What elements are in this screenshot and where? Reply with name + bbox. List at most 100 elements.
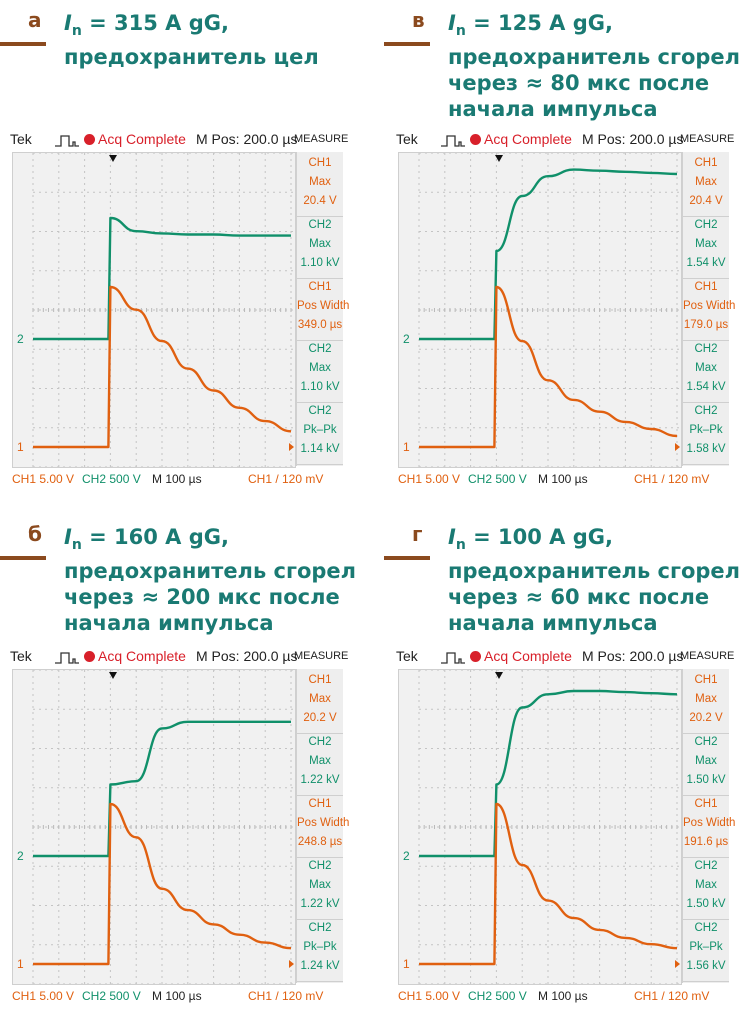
measure-panel: CH1 Max 20.2 V CH2 Max 1.22 kV CH1 Pos W…: [296, 669, 349, 983]
trigger-arrow-icon: [109, 155, 117, 162]
measurement-value: 20.2 V: [303, 712, 337, 724]
caption-line: предохранитель цел: [64, 45, 319, 69]
pulse-icon: [440, 132, 466, 147]
caption-line: через ≈ 60 мкс после: [448, 585, 710, 609]
measurement-block: CH2 Max 1.22 kV: [297, 857, 343, 920]
measurement-name: Max: [309, 879, 331, 891]
ch1-marker: 1: [403, 440, 410, 454]
measurement-channel: CH2: [694, 922, 718, 934]
measurement-name: Pos Width: [683, 817, 736, 829]
ch2-marker: 2: [17, 332, 24, 346]
brand-label: Tek: [10, 648, 32, 664]
measurement-channel: CH1: [308, 281, 332, 293]
scope-footer: CH1 5.00 V CH2 500 V M 100 µs CH1 / 120 …: [4, 468, 342, 490]
ch2-marker: 2: [403, 332, 410, 346]
ch1-marker: 1: [403, 957, 410, 971]
series-ch1-line: [418, 285, 678, 449]
time-scale: M 100 µs: [538, 472, 588, 486]
measurement-block: CH2 Max 1.22 kV: [297, 733, 343, 796]
trigger-arrow-icon: [109, 672, 117, 679]
measurement-block: CH1 Pos Width 349.0 µs: [297, 278, 350, 341]
measurement-value: 349.0 µs: [297, 319, 343, 331]
measurement-block: CH2 Pk–Pk 1.14 kV: [297, 402, 343, 465]
measurement-name: Pos Width: [297, 300, 350, 312]
measurement-value: 1.24 kV: [300, 960, 340, 972]
caption-line-1: In = 100 A gG,: [448, 525, 613, 553]
measurement-channel: CH2: [308, 343, 332, 355]
measurement-block: CH1 Max 20.4 V: [297, 154, 343, 217]
caption-v: в In = 125 A gG, предохранитель сгорел ч…: [384, 8, 740, 138]
measure-title: MEASURE: [680, 133, 735, 145]
waveform-svg: 12: [17, 153, 295, 467]
measure-panel: CH1 Max 20.2 V CH2 Max 1.50 kV CH1 Pos W…: [682, 669, 736, 983]
pulse-icon: [54, 649, 80, 664]
ch1-scale: CH1 5.00 V: [398, 472, 461, 486]
caption-bar: [384, 42, 430, 46]
measurement-name: Pk–Pk: [689, 424, 723, 436]
measurement-value: 179.0 µs: [683, 319, 729, 331]
measurement-name: Max: [309, 755, 331, 767]
acq-status: Acq Complete: [98, 131, 186, 147]
measurement-value: 1.14 kV: [300, 443, 340, 455]
measure-panel: CH1 Max 20.4 V CH2 Max 1.10 kV CH1 Pos W…: [296, 152, 350, 466]
ch2-scale: CH2 500 V: [82, 989, 141, 1003]
ch1-marker: 1: [17, 440, 24, 454]
measurement-channel: CH2: [694, 219, 718, 231]
time-scale: M 100 µs: [152, 472, 202, 486]
measurement-value: 1.22 kV: [300, 898, 340, 910]
pulse-icon: [440, 649, 466, 664]
measurement-block: CH1 Max 20.2 V: [297, 671, 343, 734]
caption-text: In = 125 A gG, предохранитель сгорел чер…: [448, 10, 748, 122]
ch1-scale: CH1 5.00 V: [398, 989, 461, 1003]
measurement-value: 1.22 kV: [300, 774, 340, 786]
acq-status: Acq Complete: [484, 131, 572, 147]
waveform-svg: 12: [17, 670, 295, 984]
series-ch2-line: [419, 689, 678, 858]
scope-header: Tek Acq Complete M Pos: 200.0 µs MEASURE: [4, 645, 348, 667]
caption-text: In = 160 A gG, предохранитель сгорел чер…: [64, 524, 364, 636]
trigger-level-marker: [289, 960, 294, 968]
m-pos: M Pos: 200.0 µs: [582, 131, 684, 147]
red-dot-icon: [84, 134, 95, 145]
measurement-channel: CH1: [694, 674, 718, 686]
caption-line: начала импульса: [64, 611, 274, 635]
series-ch2-line: [33, 720, 291, 858]
scope-header: Tek Acq Complete M Pos: 200.0 µs MEASURE: [390, 645, 734, 667]
measurement-name: Max: [695, 362, 717, 374]
trigger-level: CH1 / 120 mV: [634, 472, 710, 486]
measurement-value: 1.10 kV: [300, 381, 340, 393]
caption-letter: а: [28, 8, 42, 32]
measurement-name: Max: [695, 693, 717, 705]
brand-label: Tek: [396, 131, 418, 147]
ch2-marker: 2: [17, 849, 24, 863]
caption-line-1: In = 125 A gG,: [448, 11, 613, 39]
ch2-scale: CH2 500 V: [468, 989, 527, 1003]
series-ch1-line: [32, 285, 292, 449]
measurement-block: CH1 Max 20.4 V: [683, 154, 729, 217]
measurement-channel: CH1: [308, 674, 332, 686]
trigger-level-marker: [289, 443, 294, 451]
caption-line: через ≈ 80 мкс после: [448, 71, 710, 95]
series-ch1-line: [32, 802, 292, 966]
measurement-name: Max: [309, 238, 331, 250]
measurement-block: CH2 Pk–Pk 1.58 kV: [683, 402, 729, 465]
measurement-value: 1.54 kV: [686, 381, 726, 393]
caption-line: через ≈ 200 мкс после: [64, 585, 340, 609]
measurement-block: CH2 Max 1.50 kV: [683, 857, 729, 920]
measurement-block: CH2 Max 1.54 kV: [683, 216, 729, 279]
m-pos: M Pos: 200.0 µs: [582, 648, 684, 664]
measurement-channel: CH2: [694, 343, 718, 355]
waveform-svg: 12: [403, 153, 681, 467]
ch2-marker: 2: [403, 849, 410, 863]
measurement-name: Max: [309, 693, 331, 705]
measurement-block: CH1 Pos Width 179.0 µs: [683, 278, 735, 341]
brand-label: Tek: [10, 131, 32, 147]
grid: [418, 670, 681, 984]
measure-panel: CH1 Max 20.4 V CH2 Max 1.54 kV CH1 Pos W…: [682, 152, 735, 466]
scope-a: Tek Acq Complete M Pos: 200.0 µs MEASURE…: [4, 128, 350, 490]
measurement-value: 1.50 kV: [686, 898, 726, 910]
